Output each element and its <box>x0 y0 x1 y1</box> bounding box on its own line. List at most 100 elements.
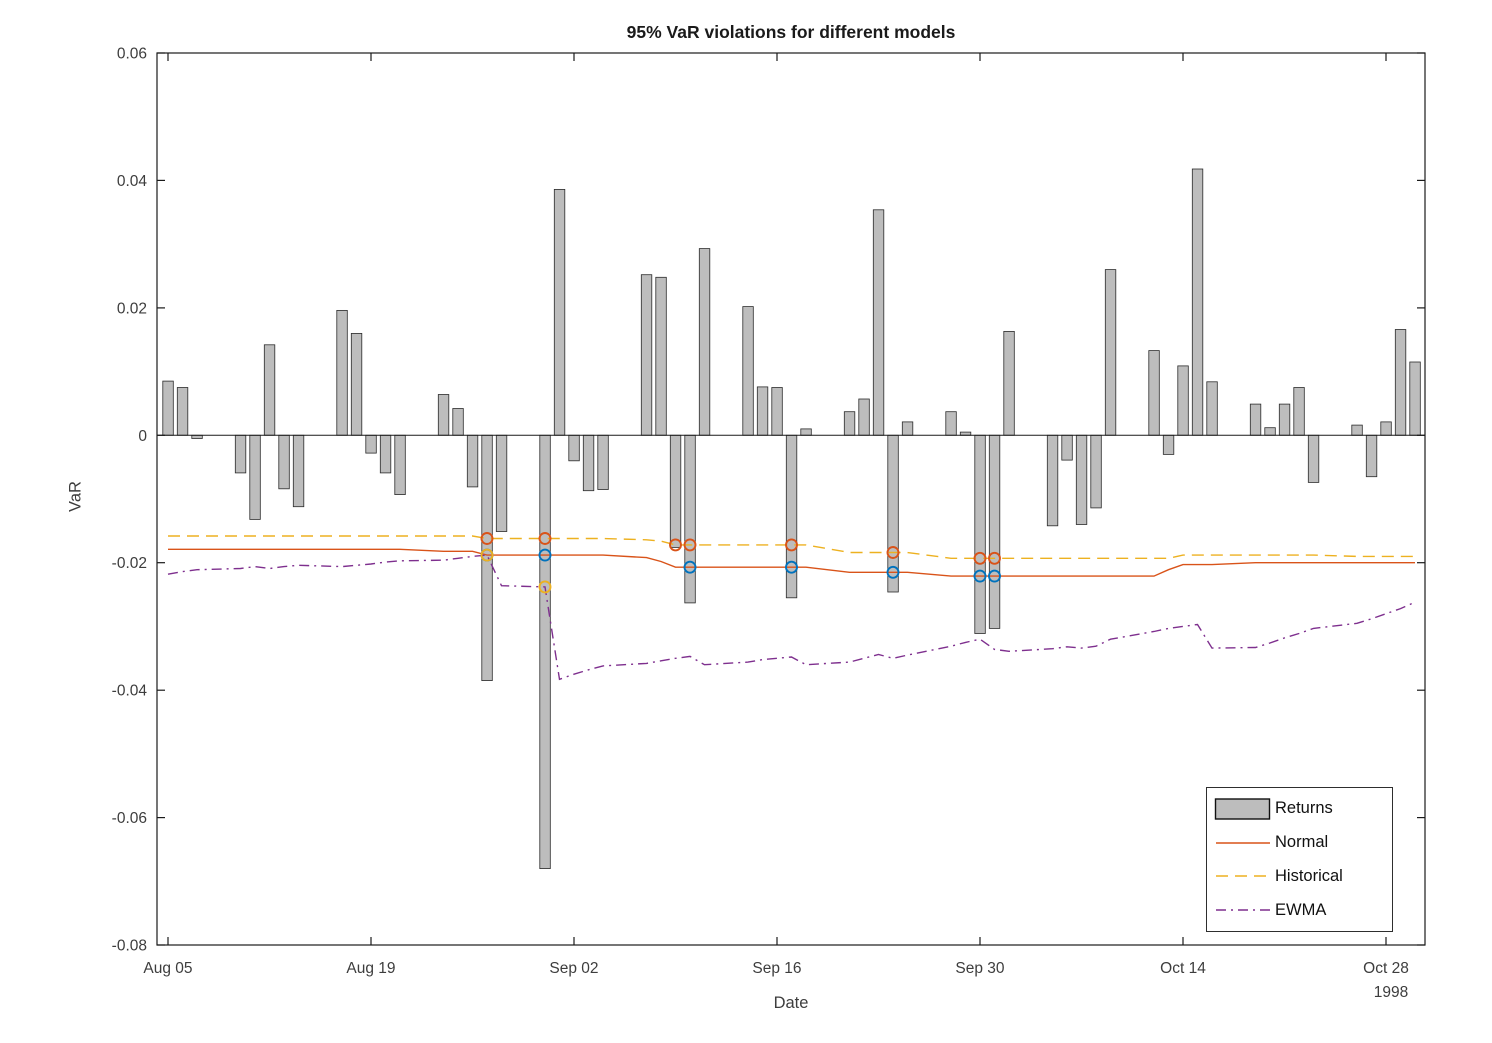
violation-marker <box>538 548 552 562</box>
return-bar <box>234 434 247 474</box>
return-bar <box>1177 365 1189 436</box>
x-tick-label: Aug 19 <box>346 960 395 977</box>
return-bar <box>582 434 595 492</box>
return-bar <box>1003 330 1015 436</box>
legend-line-sample <box>1216 841 1270 844</box>
x-tick-label: Oct 14 <box>1160 960 1206 977</box>
y-axis-label: VaR <box>66 481 85 512</box>
violation-marker <box>480 532 494 545</box>
normal-line <box>168 548 1415 577</box>
legend-entry-returns: Returns <box>1214 793 1392 825</box>
return-bar <box>249 434 261 520</box>
return-bar <box>379 434 392 474</box>
return-bar <box>597 434 609 490</box>
violation-marker <box>683 560 697 574</box>
return-bar <box>1394 329 1407 436</box>
return-bar <box>539 434 551 869</box>
return-bar <box>1264 427 1276 436</box>
return-bar <box>901 421 914 436</box>
return-bar <box>1409 361 1421 436</box>
return-bar <box>974 434 986 634</box>
return-bar <box>1148 350 1160 436</box>
legend-label: Historical <box>1275 866 1343 885</box>
return-bar <box>278 434 290 490</box>
axes-box <box>156 52 1426 946</box>
violation-marker <box>683 538 697 552</box>
violation-marker <box>973 569 987 583</box>
violation-marker <box>973 551 987 565</box>
return-bar <box>684 434 696 604</box>
return-bar <box>1351 424 1363 436</box>
return-bar <box>176 387 189 436</box>
chart-title: 95% VaR violations for different models <box>626 22 956 42</box>
return-bar <box>640 274 653 436</box>
violation-marker <box>538 580 552 594</box>
y-tick-label: -0.02 <box>112 555 147 572</box>
return-bar <box>858 398 870 436</box>
return-bar <box>1249 403 1262 436</box>
return-bar <box>800 428 812 436</box>
return-bar <box>292 434 305 508</box>
legend-line-sample <box>1216 909 1270 911</box>
x-tick-label: Sep 02 <box>549 960 598 977</box>
legend-label: Normal <box>1275 833 1329 852</box>
axis-year-label: 1998 <box>1373 984 1409 1001</box>
x-axis-ticks: Aug 05 Aug 19 Sep 02 Sep 16 Sep 30 Oct 14 Oct … <box>143 53 1409 977</box>
y-tick-label: 0.06 <box>117 46 147 63</box>
x-axis-label: Date <box>773 994 809 1012</box>
legend-entry-ewma: EWMA <box>1214 894 1392 926</box>
return-bar <box>742 306 754 436</box>
x-tick-label: Sep 16 <box>752 960 801 977</box>
return-bar <box>1206 381 1218 436</box>
return-bar <box>466 434 479 488</box>
violation-marker <box>886 565 900 579</box>
legend-entry-historical: Historical <box>1214 860 1392 892</box>
return-bar <box>655 276 667 436</box>
return-bar <box>1191 168 1204 436</box>
x-tick-label: Aug 05 <box>143 960 192 977</box>
ewma-line <box>167 554 1416 681</box>
y-tick-label: -0.04 <box>112 683 148 700</box>
x-tick-label: Oct 28 <box>1363 960 1409 977</box>
legend-label: EWMA <box>1275 900 1327 919</box>
y-tick-label: -0.06 <box>112 810 147 827</box>
return-bar <box>1365 434 1378 478</box>
violation-marker <box>785 538 798 552</box>
violation-markers-ewma <box>480 548 552 594</box>
violation-marker <box>480 548 494 562</box>
return-bar <box>872 209 885 436</box>
y-tick-label: 0.04 <box>117 173 148 190</box>
violation-marker <box>785 560 798 574</box>
violation-marker <box>886 546 900 559</box>
return-bar <box>756 386 769 436</box>
return-bar <box>568 434 580 462</box>
y-tick-label: 0.02 <box>117 300 147 317</box>
return-bar <box>1061 434 1073 461</box>
return-bar <box>988 434 1001 629</box>
return-bar <box>1090 434 1102 509</box>
return-bar <box>698 248 711 436</box>
return-bar <box>1380 421 1392 436</box>
y-axis-ticks: 0.06 0.04 0.02 0 -0.02 -0.04 -0.06 -0.08 <box>112 46 1425 955</box>
return-bar <box>437 394 450 436</box>
legend-line-sample <box>1216 875 1270 878</box>
return-bar <box>843 411 856 436</box>
return-bar <box>1046 434 1059 527</box>
return-bar <box>1104 269 1117 436</box>
return-bar <box>553 188 566 436</box>
return-bar <box>162 380 174 436</box>
return-bar <box>771 387 783 436</box>
violation-marker <box>988 569 1001 583</box>
return-bar <box>495 434 508 532</box>
return-bar <box>1307 434 1320 483</box>
return-bar <box>1075 434 1088 525</box>
legend: Returns Normal Historical EWMA <box>1206 787 1393 932</box>
return-bar <box>394 434 406 495</box>
x-tick-label: Sep 30 <box>955 960 1005 977</box>
return-bar <box>365 434 377 454</box>
violation-marker <box>538 532 552 545</box>
return-bar <box>1278 403 1291 436</box>
legend-label: Returns <box>1275 799 1333 818</box>
